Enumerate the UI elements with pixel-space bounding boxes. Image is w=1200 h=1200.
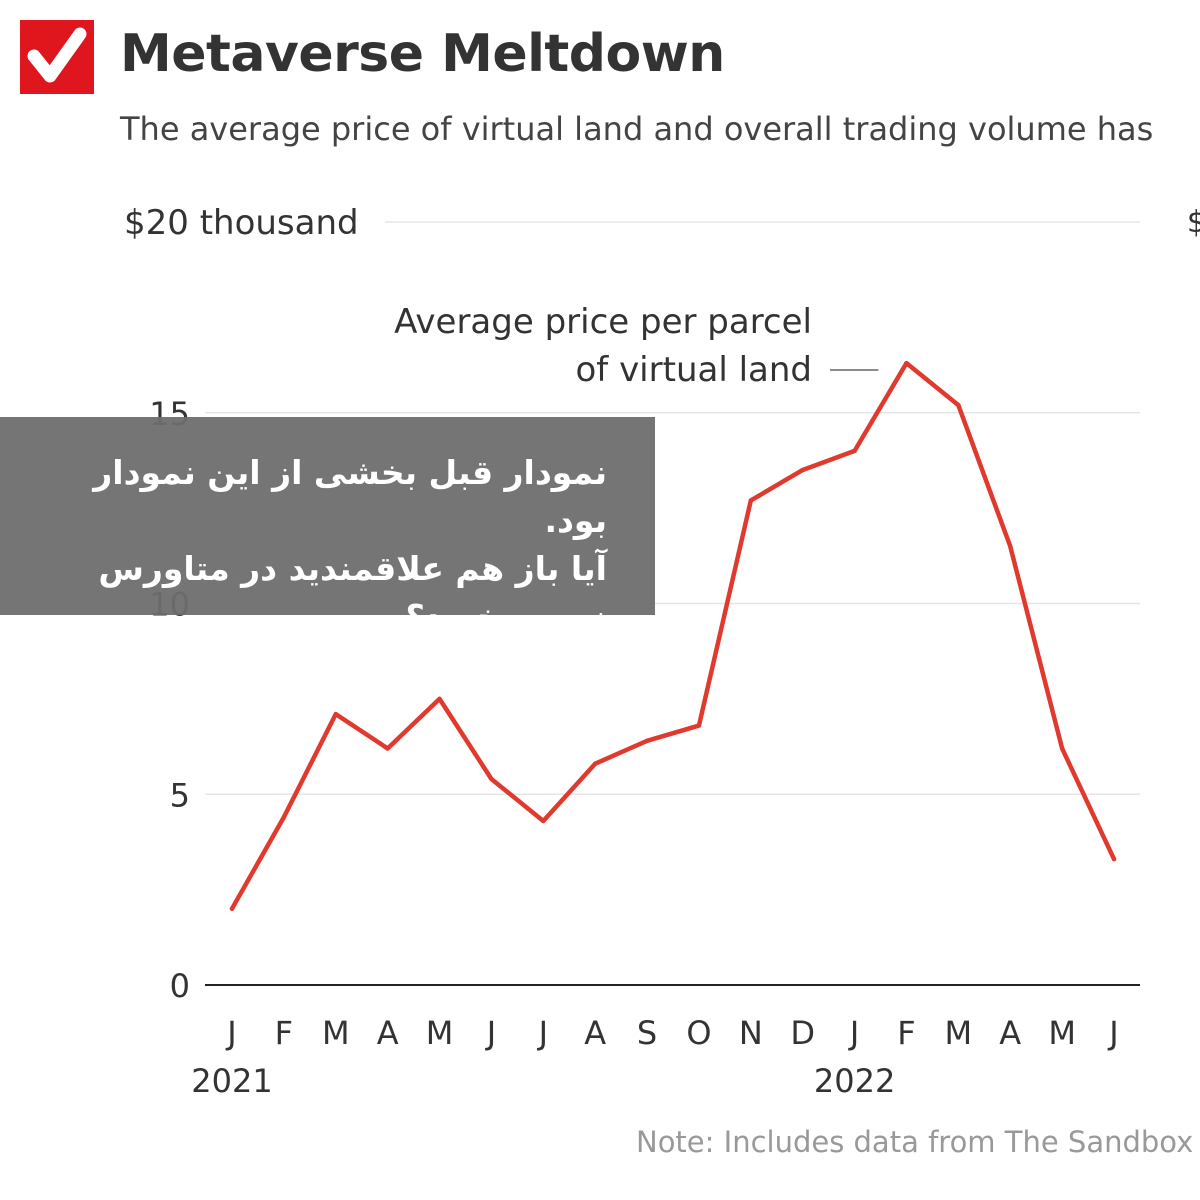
data-point — [956, 402, 961, 408]
x-tick-label: A — [999, 1014, 1021, 1052]
chart-note: Note: Includes data from The Sandbox — [636, 1125, 1194, 1159]
data-point — [696, 723, 702, 728]
data-point — [333, 711, 338, 717]
x-tick-label: M — [945, 1014, 973, 1052]
caption-overlay: نمودار قبل بخشی از این نمودار بود. آیا ب… — [0, 417, 655, 636]
x-tick-label: N — [739, 1014, 763, 1052]
page-title: Metaverse Meltdown — [120, 24, 725, 84]
series-label-line-2: of virtual land — [575, 350, 812, 390]
x-tick-label: O — [686, 1014, 711, 1052]
x-tick-label: F — [275, 1014, 293, 1052]
series-line — [229, 360, 1117, 911]
year-label: 2021 — [191, 1062, 272, 1100]
x-tick-label: D — [790, 1014, 815, 1052]
data-point — [644, 738, 650, 744]
data-point — [904, 360, 909, 366]
edge-axis-mark: $ — [1186, 205, 1200, 240]
data-point — [385, 746, 390, 751]
data-point — [281, 814, 287, 820]
x-tick-label: M — [426, 1014, 454, 1052]
data-point — [748, 498, 754, 503]
overlay-line-3: زمین بخرید؟ — [405, 597, 607, 636]
brand-logo — [20, 20, 94, 94]
x-tick-label: S — [637, 1014, 657, 1052]
x-tick-label: J — [848, 1014, 859, 1052]
x-tick-label: F — [897, 1014, 915, 1052]
overlay-line-2: آیا باز هم علاقمندید در متاورس — [98, 549, 607, 588]
y-tick-label: $20 thousand — [124, 203, 359, 243]
x-tick-label: J — [1107, 1014, 1118, 1052]
data-point — [229, 906, 235, 911]
data-point — [1059, 746, 1065, 751]
x-tick-label: A — [377, 1014, 399, 1052]
data-point — [541, 818, 546, 824]
y-tick-label: 0 — [170, 967, 190, 1005]
x-tick-label: J — [225, 1014, 236, 1052]
data-point — [489, 776, 494, 782]
data-point — [1008, 544, 1013, 549]
y-tick-label: 5 — [170, 776, 190, 814]
x-tick-label: A — [584, 1014, 606, 1052]
data-point — [592, 761, 598, 766]
data-point — [800, 467, 805, 473]
series-label-line-1: Average price per parcel — [394, 302, 812, 342]
overlay-caption: نمودار قبل بخشی از این نمودار بود. آیا ب… — [27, 449, 607, 641]
x-tick-label: M — [322, 1014, 350, 1052]
year-label: 2022 — [814, 1062, 895, 1100]
data-point — [1111, 856, 1117, 862]
page-subtitle: The average price of virtual land and ov… — [120, 110, 1154, 148]
x-tick-label: J — [537, 1014, 548, 1052]
data-point — [852, 448, 857, 454]
checkmark-icon — [27, 27, 87, 83]
overlay-line-1: نمودار قبل بخشی از این نمودار بود. — [93, 453, 607, 540]
x-tick-label: M — [1048, 1014, 1076, 1052]
x-tick-label: J — [485, 1014, 496, 1052]
data-point — [437, 696, 442, 702]
